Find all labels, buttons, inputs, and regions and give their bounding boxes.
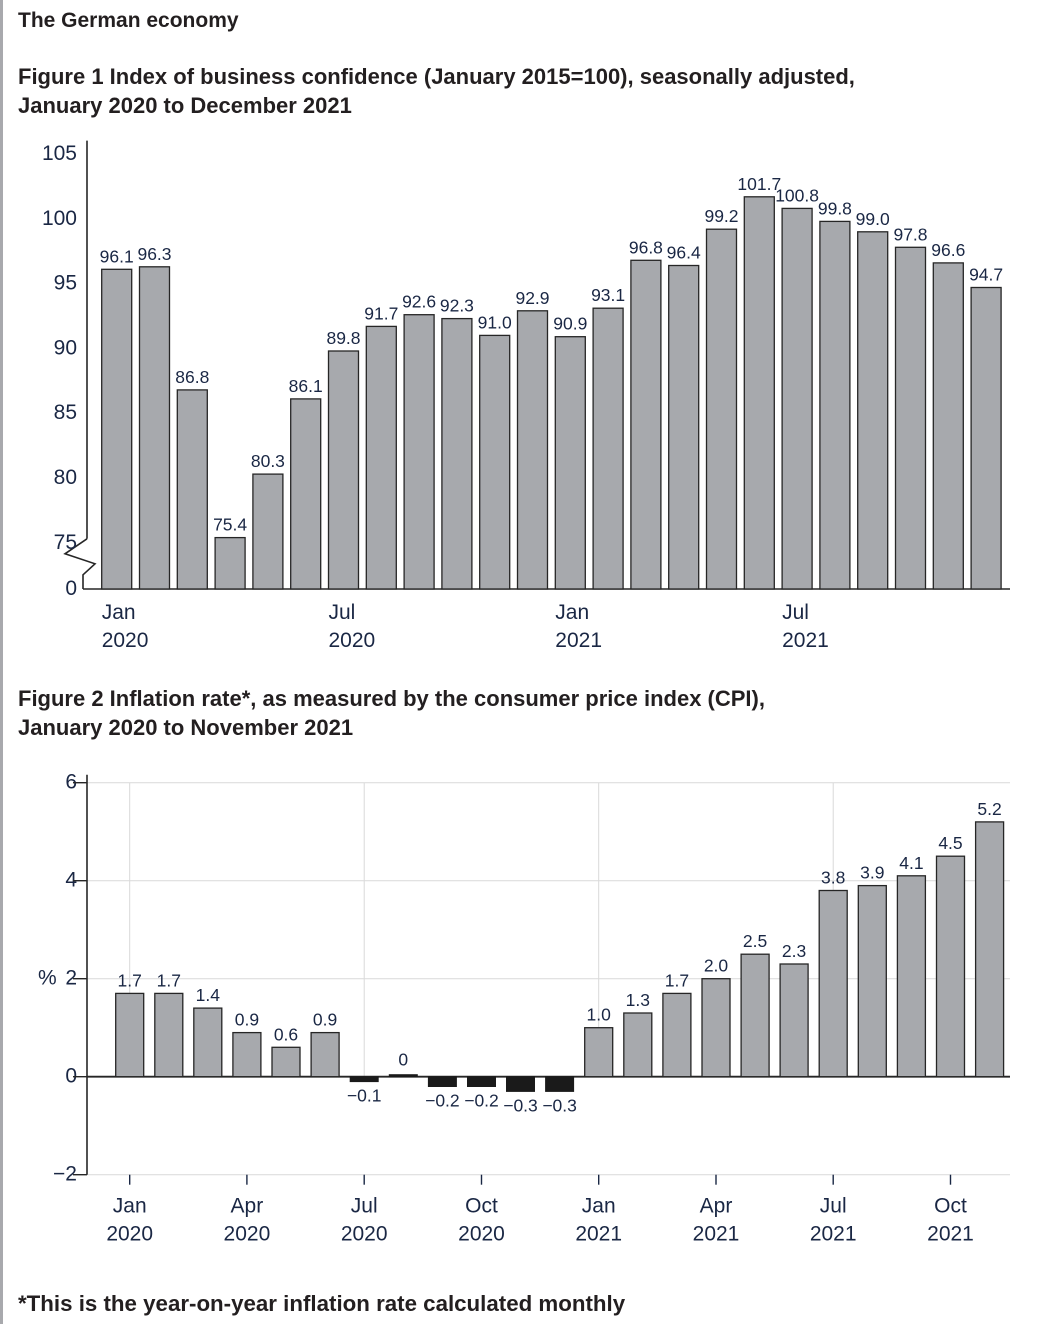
svg-text:0.9: 0.9 — [235, 1010, 259, 1030]
svg-text:2.5: 2.5 — [743, 931, 767, 951]
svg-text:Apr: Apr — [700, 1195, 733, 1218]
svg-text:99.2: 99.2 — [704, 206, 738, 226]
svg-text:Oct: Oct — [465, 1195, 498, 1218]
svg-text:94.7: 94.7 — [969, 265, 1003, 285]
svg-text:96.4: 96.4 — [667, 243, 701, 263]
svg-text:1.4: 1.4 — [196, 985, 221, 1005]
svg-text:2.0: 2.0 — [704, 956, 729, 976]
svg-text:Jan: Jan — [555, 601, 589, 624]
svg-text:Apr: Apr — [231, 1195, 264, 1218]
svg-text:Jul: Jul — [782, 601, 809, 624]
svg-text:Jul: Jul — [351, 1195, 378, 1218]
svg-text:Jan: Jan — [102, 601, 136, 624]
svg-text:80.3: 80.3 — [251, 451, 285, 471]
svg-text:−0.1: −0.1 — [347, 1086, 382, 1106]
svg-text:75: 75 — [54, 531, 77, 554]
svg-text:2020: 2020 — [224, 1223, 271, 1246]
svg-text:105: 105 — [42, 142, 77, 165]
svg-text:91.7: 91.7 — [364, 303, 398, 323]
svg-text:%: % — [38, 967, 57, 990]
svg-text:2021: 2021 — [693, 1223, 740, 1246]
svg-text:80: 80 — [54, 466, 77, 489]
svg-text:4.1: 4.1 — [899, 853, 923, 873]
svg-text:99.8: 99.8 — [818, 198, 852, 218]
svg-text:2020: 2020 — [458, 1223, 505, 1246]
svg-text:2020: 2020 — [329, 629, 376, 652]
svg-text:3.9: 3.9 — [860, 863, 884, 883]
svg-text:2021: 2021 — [575, 1223, 622, 1246]
svg-text:75.4: 75.4 — [213, 515, 247, 535]
svg-text:100.8: 100.8 — [775, 185, 819, 205]
svg-text:90.9: 90.9 — [553, 314, 587, 334]
svg-text:86.1: 86.1 — [289, 376, 323, 396]
svg-text:Jul: Jul — [329, 601, 356, 624]
svg-text:−0.3: −0.3 — [542, 1095, 577, 1115]
svg-text:Jan: Jan — [582, 1195, 616, 1218]
svg-text:2021: 2021 — [810, 1223, 857, 1246]
svg-text:92.3: 92.3 — [440, 296, 474, 316]
svg-text:86.8: 86.8 — [175, 367, 209, 387]
svg-text:4.5: 4.5 — [938, 833, 962, 853]
svg-text:95: 95 — [54, 272, 77, 295]
svg-text:2020: 2020 — [106, 1223, 153, 1246]
svg-text:2021: 2021 — [782, 629, 829, 652]
svg-text:96.6: 96.6 — [931, 240, 965, 260]
svg-text:90: 90 — [54, 336, 77, 359]
svg-text:97.8: 97.8 — [893, 224, 927, 244]
svg-text:0: 0 — [65, 577, 77, 600]
svg-text:1.0: 1.0 — [587, 1005, 612, 1025]
svg-text:3.8: 3.8 — [821, 868, 845, 888]
svg-text:1.7: 1.7 — [665, 970, 689, 990]
svg-text:96.8: 96.8 — [629, 237, 663, 257]
svg-text:2020: 2020 — [341, 1223, 388, 1246]
svg-text:1.7: 1.7 — [157, 970, 181, 990]
svg-text:85: 85 — [54, 401, 77, 424]
svg-text:1.7: 1.7 — [118, 970, 142, 990]
svg-text:99.0: 99.0 — [856, 209, 890, 229]
svg-text:100: 100 — [42, 207, 77, 230]
svg-text:96.1: 96.1 — [100, 246, 134, 266]
svg-text:96.3: 96.3 — [137, 244, 171, 264]
svg-text:0.9: 0.9 — [313, 1010, 337, 1030]
svg-text:−0.3: −0.3 — [503, 1095, 538, 1115]
svg-text:1.3: 1.3 — [626, 990, 650, 1010]
svg-text:2021: 2021 — [555, 629, 602, 652]
svg-text:5.2: 5.2 — [977, 799, 1001, 819]
svg-text:0: 0 — [398, 1050, 408, 1070]
svg-text:92.9: 92.9 — [515, 288, 549, 308]
svg-text:2020: 2020 — [102, 629, 149, 652]
svg-text:91.0: 91.0 — [478, 312, 512, 332]
svg-text:Oct: Oct — [934, 1195, 967, 1218]
svg-text:0.6: 0.6 — [274, 1024, 298, 1044]
svg-text:2.3: 2.3 — [782, 941, 806, 961]
svg-text:Jul: Jul — [820, 1195, 847, 1218]
svg-text:Jan: Jan — [113, 1195, 147, 1218]
svg-text:93.1: 93.1 — [591, 285, 625, 305]
svg-text:2021: 2021 — [927, 1223, 974, 1246]
svg-text:−0.2: −0.2 — [425, 1091, 460, 1111]
svg-text:92.6: 92.6 — [402, 292, 436, 312]
svg-text:89.8: 89.8 — [326, 328, 360, 348]
svg-text:−0.2: −0.2 — [464, 1091, 499, 1111]
